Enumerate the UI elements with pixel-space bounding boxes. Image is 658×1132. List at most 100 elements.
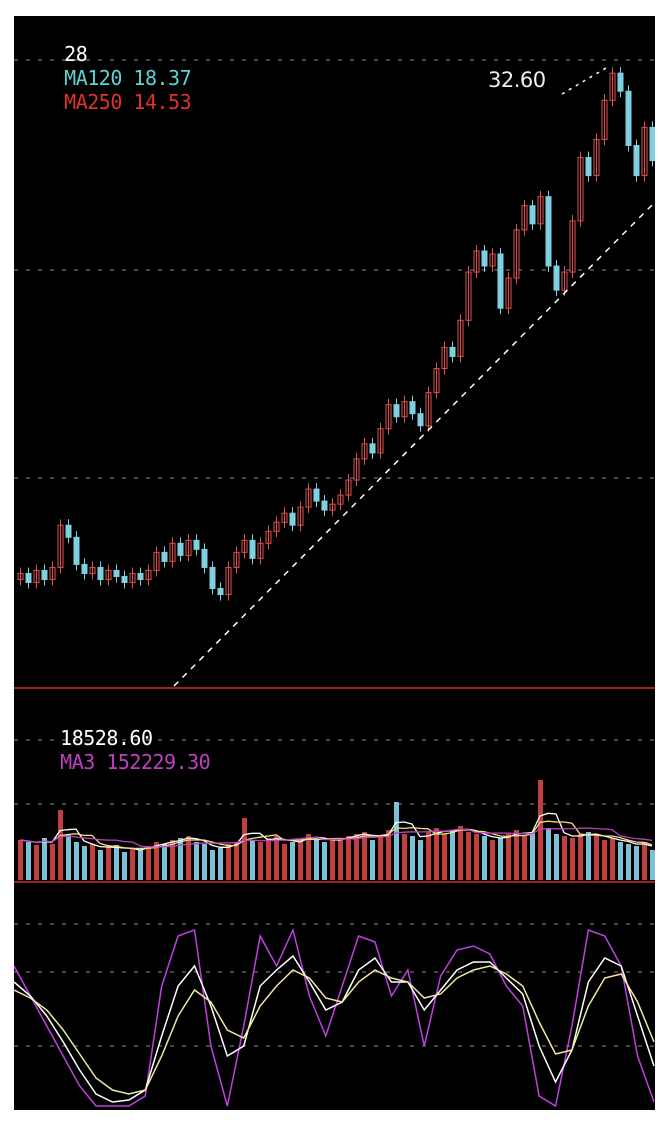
candle	[601, 99, 608, 140]
volume-bar	[394, 802, 399, 880]
volume-bar	[330, 840, 335, 880]
volume-bar	[402, 834, 407, 880]
volume-bar	[90, 844, 95, 880]
volume-bar	[18, 840, 23, 880]
volume-bar	[410, 836, 415, 880]
volume-bar	[498, 838, 503, 880]
volume-bar	[170, 840, 175, 880]
candle	[465, 271, 472, 321]
volume-bar	[570, 838, 575, 880]
volume-bar	[146, 846, 151, 880]
candle	[233, 551, 240, 568]
candle	[305, 488, 312, 508]
legend-volume: 18528.60	[60, 726, 153, 750]
candle	[609, 72, 616, 101]
candle	[249, 539, 256, 559]
candle	[209, 566, 216, 590]
candle	[385, 404, 392, 430]
volume-bar	[602, 840, 607, 880]
volume-bar	[178, 838, 183, 880]
volume-bar	[650, 850, 655, 880]
candle	[121, 575, 128, 584]
candle	[33, 569, 40, 584]
volume-bar	[130, 848, 135, 880]
volume-bar	[66, 835, 71, 880]
candle	[593, 138, 600, 177]
candle	[545, 196, 552, 267]
candle	[377, 428, 384, 454]
volume-bar	[74, 842, 79, 880]
candle	[329, 503, 336, 511]
volume-bar	[586, 832, 591, 880]
candle	[105, 569, 112, 580]
volume-legend: 18528.60 MA3 152229.30	[14, 702, 211, 798]
candle	[489, 253, 496, 267]
volume-bar	[194, 842, 199, 880]
volume-bar	[634, 846, 639, 880]
volume-bar	[34, 845, 39, 880]
candle	[337, 494, 344, 505]
candle	[345, 479, 352, 496]
volume-bar	[186, 836, 191, 880]
volume-bar	[242, 818, 247, 880]
volume-bar	[642, 842, 647, 880]
candle	[225, 566, 232, 596]
volume-bar	[162, 844, 167, 880]
volume-bar	[210, 850, 215, 880]
volume-bar	[42, 838, 47, 880]
volume-bar	[234, 842, 239, 880]
volume-bar	[442, 834, 447, 880]
candle	[529, 205, 536, 225]
candle	[449, 346, 456, 357]
volume-bar	[114, 845, 119, 880]
candle	[585, 157, 592, 177]
volume-bar	[266, 838, 271, 880]
candle	[577, 157, 584, 222]
volume-bar	[250, 840, 255, 880]
candle	[281, 512, 288, 523]
volume-bar	[282, 844, 287, 880]
candle	[65, 524, 72, 538]
candle	[561, 271, 568, 291]
volume-bar	[314, 838, 319, 880]
volume-bar	[450, 830, 455, 880]
volume-bar	[514, 830, 519, 880]
volume-bar	[362, 832, 367, 880]
peak-price-label: 32.60	[488, 68, 546, 92]
oscillator-line-k	[14, 954, 655, 1103]
volume-bar	[50, 844, 55, 880]
volume-bar	[482, 836, 487, 880]
candle	[129, 572, 136, 584]
volume-bar	[578, 834, 583, 880]
candle	[633, 144, 640, 177]
candle	[393, 404, 400, 418]
volume-bar	[610, 838, 615, 880]
volume-bar	[378, 836, 383, 880]
candle	[361, 443, 368, 460]
candle	[457, 319, 464, 357]
oscillator-line-j	[14, 927, 655, 1108]
candle	[217, 588, 224, 596]
candle	[401, 401, 408, 418]
volume-bar	[506, 834, 511, 880]
volume-bar	[530, 832, 535, 880]
candle	[97, 566, 104, 580]
candle	[241, 539, 248, 553]
volume-bar	[618, 842, 623, 880]
volume-bar	[466, 832, 471, 880]
candle	[41, 569, 48, 580]
candle	[73, 536, 80, 565]
candle	[25, 572, 32, 584]
volume-bar	[154, 842, 159, 880]
volume-bar	[522, 836, 527, 880]
candle	[369, 443, 376, 454]
volume-bar	[218, 848, 223, 880]
volume-bar	[322, 842, 327, 880]
volume-bar	[346, 836, 351, 880]
candle	[257, 542, 264, 559]
volume-ma-line	[19, 820, 653, 850]
candle	[273, 521, 280, 532]
candle	[161, 551, 168, 562]
candle	[521, 205, 528, 231]
candle	[425, 392, 432, 427]
